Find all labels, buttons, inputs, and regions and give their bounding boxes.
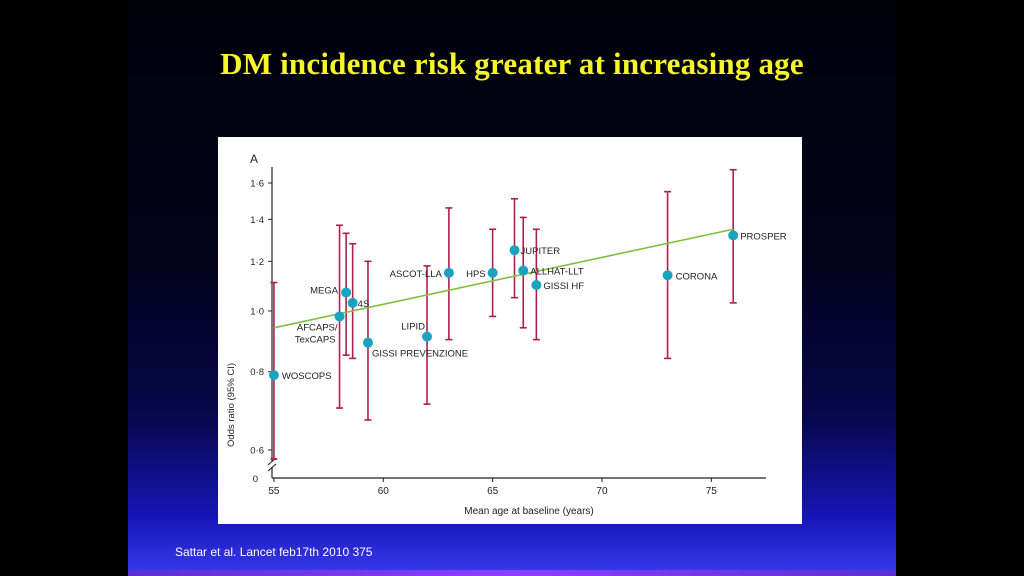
data-point	[518, 265, 529, 276]
trend-line-group	[273, 228, 734, 329]
axes: 0·6 0·8 1·0 1·2 1·4 1·6 55 60 65 70 75	[250, 167, 766, 497]
data-points	[268, 230, 739, 381]
point-label: HPS	[466, 269, 486, 280]
y-tick-label: 1·0	[250, 306, 264, 317]
x-tick-label: 55	[268, 486, 280, 497]
chart-panel: A Odds ratio (95% CI) Mean age at baseli…	[218, 137, 802, 524]
point-label: TexCAPS	[295, 334, 336, 345]
y-tick-label: 0·8	[250, 367, 264, 378]
data-point	[334, 311, 345, 322]
x-tick-label: 75	[706, 486, 718, 497]
data-point	[341, 287, 352, 298]
point-label: ALLHAT-LLT	[530, 267, 584, 278]
x-tick-label: 70	[596, 486, 608, 497]
point-label: GISSI HF	[543, 281, 584, 292]
slide-title: DM incidence risk greater at increasing …	[220, 46, 804, 81]
point-label: ASCOT-LLA	[390, 269, 443, 280]
point-label: LIPID	[401, 322, 425, 333]
citation: Sattar et al. Lancet feb17th 2010 375	[175, 545, 373, 559]
x-tick-label: 65	[487, 486, 499, 497]
data-point	[509, 245, 520, 256]
y-tick-label: 1·4	[250, 215, 264, 226]
data-point	[531, 279, 542, 290]
y-zero-label: 0	[253, 474, 258, 485]
slide-bottom-bar	[128, 570, 896, 576]
data-point	[662, 270, 673, 281]
data-point	[362, 337, 373, 348]
y-tick-label: 1·2	[250, 257, 264, 268]
point-label: MEGA	[310, 286, 339, 297]
x-tick-label: 60	[378, 486, 390, 497]
data-point	[443, 267, 454, 278]
data-point	[347, 297, 358, 308]
y-tick-label: 0·6	[250, 446, 264, 457]
data-point	[422, 331, 433, 342]
y-axis-label: Odds ratio (95% CI)	[226, 363, 237, 447]
point-label: PROSPER	[740, 231, 787, 242]
slide: DM incidence risk greater at increasing …	[128, 0, 896, 576]
point-label: 4S	[358, 299, 370, 310]
y-tick-label: 1·6	[250, 179, 264, 190]
point-labels: WOSCOPS AFCAPS/TexCAPS MEGA 4S GISSI PREVENZ…	[282, 231, 787, 382]
point-label: WOSCOPS	[282, 371, 332, 382]
x-axis-label: Mean age at baseline (years)	[464, 506, 594, 517]
point-label: AFCAPS/	[297, 322, 338, 333]
axis-break-mark	[267, 463, 277, 472]
odds-ratio-chart: A Odds ratio (95% CI) Mean age at baseli…	[226, 152, 787, 517]
point-label: GISSI PREVENZIONE	[372, 349, 468, 360]
data-point	[728, 230, 739, 241]
data-point	[268, 370, 279, 381]
data-point	[487, 267, 498, 278]
point-label: CORONA	[676, 271, 718, 282]
point-label: JUPITER	[521, 246, 561, 257]
panel-label: A	[250, 152, 258, 166]
trend-line	[273, 228, 734, 329]
